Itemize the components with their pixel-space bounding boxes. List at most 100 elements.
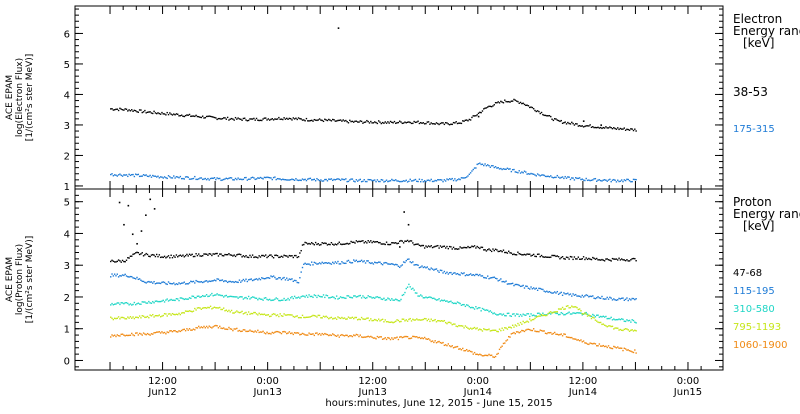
proton-data-point bbox=[460, 247, 463, 249]
electron-data-point bbox=[133, 109, 136, 112]
proton-data-point bbox=[441, 320, 443, 322]
proton-data-point bbox=[572, 293, 574, 295]
proton-data-point bbox=[576, 258, 578, 260]
electron-data-point bbox=[195, 178, 197, 181]
proton-data-point bbox=[532, 287, 535, 289]
proton-data-point bbox=[293, 279, 296, 282]
electron-data-point bbox=[230, 177, 233, 179]
proton-data-point bbox=[133, 253, 136, 255]
proton-data-point bbox=[279, 313, 281, 315]
proton-data-point bbox=[472, 245, 474, 248]
electron-data-point bbox=[347, 122, 350, 124]
proton-data-point bbox=[165, 333, 167, 335]
proton-data-point bbox=[119, 303, 121, 306]
proton-data-point bbox=[550, 291, 552, 294]
electron-data-point bbox=[179, 114, 182, 117]
proton-data-point bbox=[263, 255, 266, 257]
proton-data-point bbox=[510, 315, 513, 318]
proton-data-point bbox=[234, 311, 237, 313]
proton-data-point bbox=[555, 312, 557, 315]
proton-data-point bbox=[553, 311, 556, 313]
electron-data-point bbox=[553, 176, 556, 179]
proton-data-point bbox=[480, 310, 482, 312]
proton-data-point bbox=[267, 255, 270, 258]
proton-data-point bbox=[169, 299, 171, 301]
proton-data-point bbox=[353, 295, 355, 297]
proton-data-point bbox=[459, 274, 461, 276]
proton-data-point bbox=[532, 318, 535, 321]
proton-data-point bbox=[546, 290, 548, 292]
electron-data-point bbox=[334, 179, 337, 181]
proton-data-point bbox=[249, 313, 251, 315]
proton-data-point bbox=[586, 258, 589, 261]
proton-data-point bbox=[270, 315, 272, 317]
proton-data-point bbox=[308, 263, 310, 265]
proton-data-point bbox=[553, 254, 556, 257]
electron-data-point bbox=[282, 118, 284, 121]
electron-data-point bbox=[263, 117, 266, 119]
electron-data-point bbox=[429, 123, 431, 125]
electron-data-point bbox=[475, 115, 477, 117]
proton-data-point bbox=[544, 291, 547, 293]
proton-data-point bbox=[450, 271, 452, 274]
proton-data-point bbox=[409, 261, 411, 263]
proton-data-point bbox=[132, 277, 134, 279]
electron-data-point bbox=[220, 118, 222, 120]
proton-data-point bbox=[626, 328, 628, 330]
proton-data-point bbox=[438, 247, 440, 249]
electron-data-point bbox=[371, 122, 373, 124]
proton-outlier-point bbox=[145, 214, 147, 217]
electron-data-point bbox=[615, 181, 618, 183]
proton-data-point bbox=[430, 267, 432, 269]
proton-data-point bbox=[247, 330, 250, 332]
proton-data-point bbox=[590, 258, 593, 261]
proton-data-point bbox=[462, 303, 464, 306]
proton-data-point bbox=[367, 295, 369, 297]
proton-data-point bbox=[414, 264, 417, 266]
proton-data-point bbox=[307, 243, 309, 245]
proton-data-point bbox=[468, 349, 471, 352]
proton-data-point bbox=[526, 285, 528, 288]
proton-data-point bbox=[262, 313, 264, 316]
proton-data-point bbox=[462, 347, 464, 350]
proton-data-point bbox=[209, 253, 212, 255]
proton-data-point bbox=[602, 315, 604, 317]
proton-data-point bbox=[272, 313, 275, 315]
proton-data-point bbox=[159, 282, 162, 285]
proton-data-point bbox=[171, 330, 174, 333]
proton-data-point bbox=[510, 333, 513, 335]
proton-data-point bbox=[416, 243, 418, 245]
proton-data-point bbox=[559, 308, 561, 310]
electron-data-point bbox=[434, 179, 436, 182]
proton-data-point bbox=[345, 243, 347, 245]
proton-data-point bbox=[631, 319, 633, 321]
electron-data-point bbox=[376, 122, 379, 125]
proton-data-point bbox=[597, 259, 599, 261]
proton-data-point bbox=[158, 300, 161, 303]
electron-data-point bbox=[157, 112, 159, 114]
proton-ytick-label: 3 bbox=[64, 261, 70, 272]
proton-data-point bbox=[234, 296, 237, 298]
proton-data-point bbox=[596, 297, 598, 299]
electron-legend-title-line: Energy range bbox=[733, 24, 800, 38]
proton-data-point bbox=[596, 345, 598, 347]
electron-data-point bbox=[153, 110, 155, 113]
proton-data-point bbox=[383, 338, 385, 340]
proton-data-point bbox=[267, 299, 270, 301]
proton-data-point bbox=[535, 255, 538, 258]
electron-data-point bbox=[132, 110, 134, 113]
proton-data-point bbox=[393, 321, 396, 323]
proton-data-point bbox=[459, 348, 461, 350]
proton-data-point bbox=[396, 264, 398, 266]
proton-data-point bbox=[255, 256, 258, 258]
electron-data-point bbox=[400, 121, 402, 123]
proton-data-point bbox=[623, 299, 626, 301]
proton-data-point bbox=[299, 277, 301, 279]
proton-data-point bbox=[416, 292, 418, 294]
proton-data-point bbox=[401, 240, 404, 242]
electron-data-point bbox=[232, 179, 234, 181]
proton-data-point bbox=[201, 281, 204, 284]
proton-data-point bbox=[292, 333, 295, 336]
proton-data-point bbox=[483, 249, 485, 251]
